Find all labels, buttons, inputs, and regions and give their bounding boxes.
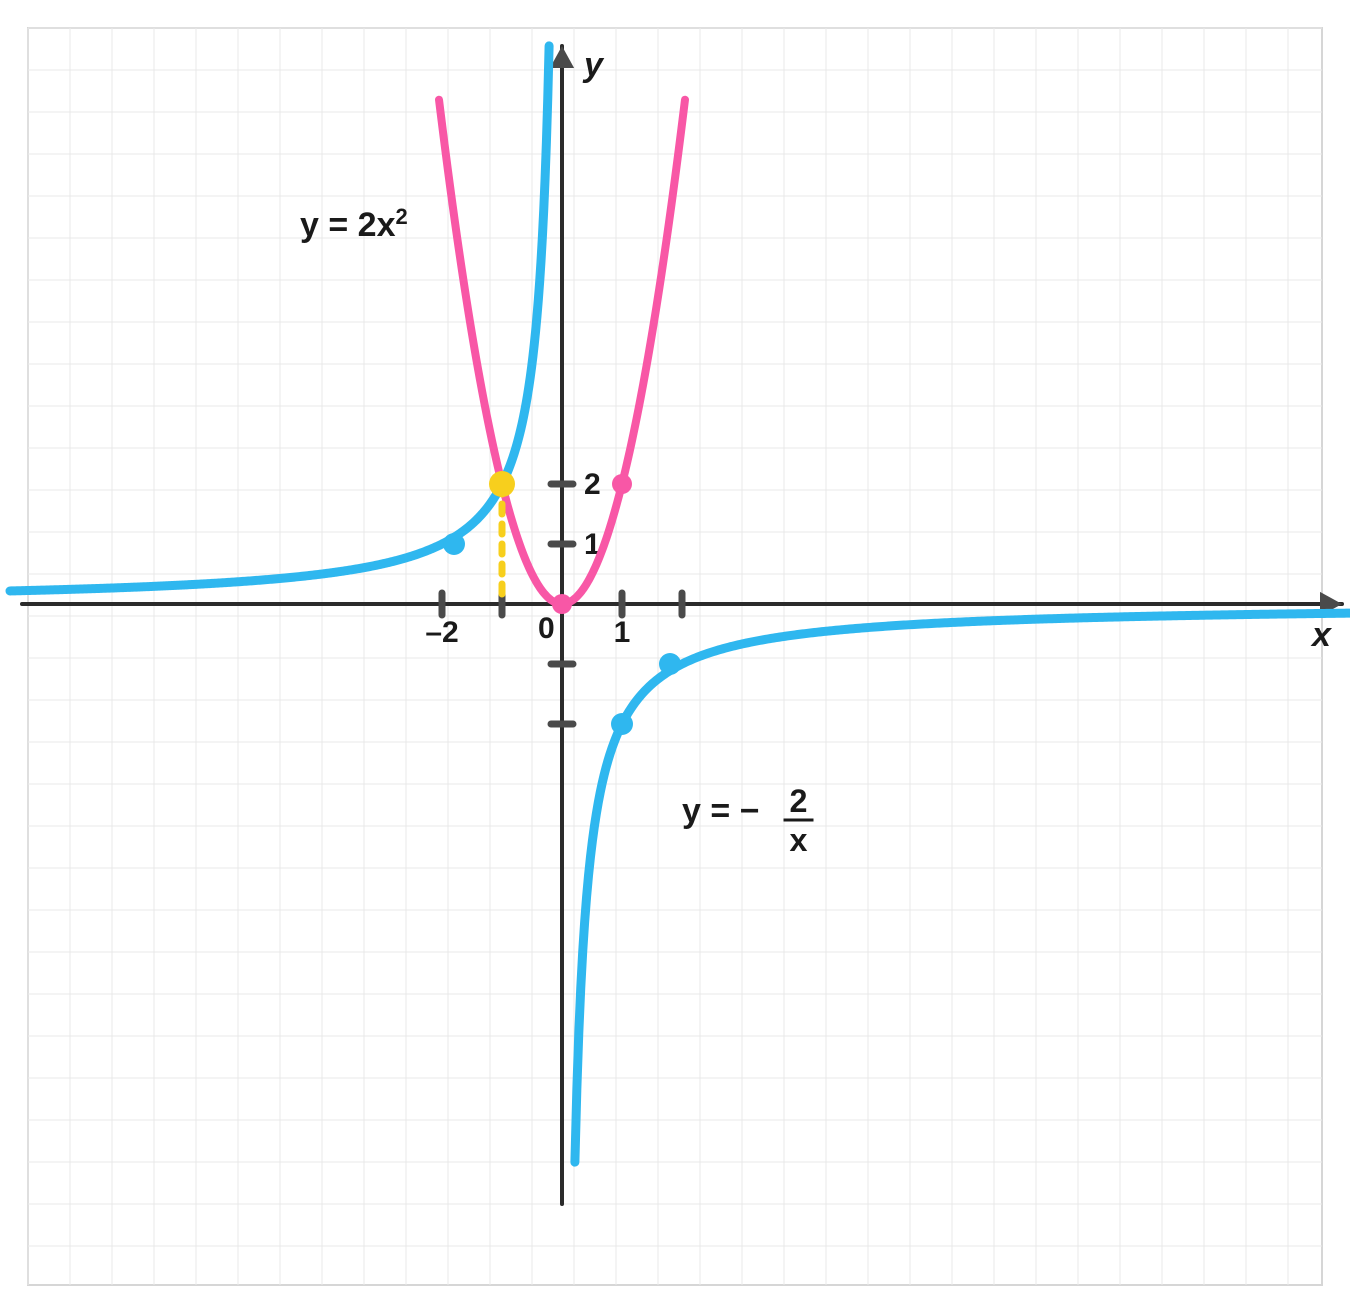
svg-text:y = −: y = − xyxy=(682,792,760,830)
svg-text:x: x xyxy=(790,822,808,858)
parabola-equation-label: y = 2x2 xyxy=(300,204,408,245)
pink-point xyxy=(612,474,632,494)
blue-point xyxy=(443,533,465,555)
x-tick-label: –2 xyxy=(425,616,458,649)
blue-point xyxy=(659,653,681,675)
blue-point xyxy=(611,713,633,735)
y-tick-label: 2 xyxy=(584,468,601,501)
pink-point xyxy=(552,594,572,614)
axes: xy–21120 xyxy=(22,46,1342,1204)
x-tick-label: 1 xyxy=(614,616,631,649)
x-axis-label: x xyxy=(1310,616,1333,654)
plot-svg: xy–21120y = 2x2y = −2x xyxy=(0,0,1350,1313)
y-axis-label: y xyxy=(582,46,605,84)
math-plot: xy–21120y = 2x2y = −2x xyxy=(0,0,1350,1313)
yellow-point xyxy=(489,471,515,497)
svg-text:2: 2 xyxy=(790,783,808,819)
hyperbola-equation-label: y = − 2x xyxy=(682,783,814,858)
origin-label: 0 xyxy=(538,612,555,645)
